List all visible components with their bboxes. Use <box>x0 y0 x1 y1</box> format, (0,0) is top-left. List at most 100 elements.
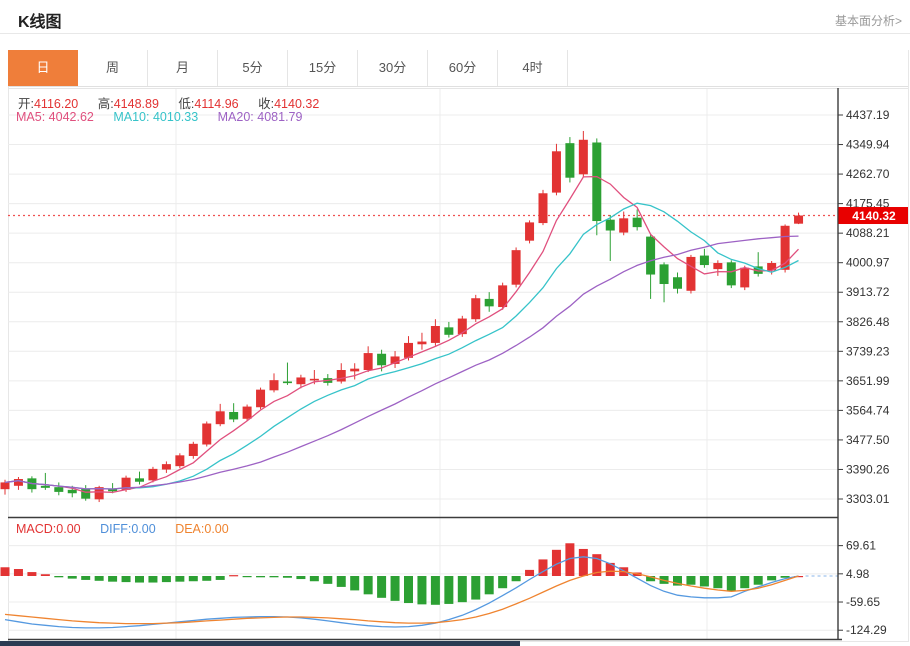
candle[interactable] <box>444 327 454 335</box>
horizontal-scrollbar[interactable] <box>0 641 520 646</box>
macd-bar[interactable] <box>81 576 91 580</box>
candle[interactable] <box>619 218 629 233</box>
candle[interactable] <box>40 485 50 488</box>
candle[interactable] <box>538 193 548 224</box>
candle[interactable] <box>713 263 723 270</box>
macd-bar[interactable] <box>135 576 144 583</box>
macd-bar[interactable] <box>390 576 400 601</box>
candle[interactable] <box>94 487 104 500</box>
macd-bar[interactable] <box>726 576 736 592</box>
candle[interactable] <box>551 151 561 193</box>
macd-bar[interactable] <box>511 576 521 582</box>
tab-60min[interactable]: 60分 <box>428 50 498 86</box>
macd-bar[interactable] <box>40 574 50 576</box>
candle[interactable] <box>740 267 750 288</box>
macd-bar[interactable] <box>699 576 709 587</box>
macd-bar[interactable] <box>498 576 508 589</box>
candle[interactable] <box>229 411 239 420</box>
candle[interactable] <box>578 139 588 175</box>
candle[interactable] <box>605 219 615 231</box>
candle[interactable] <box>430 325 440 343</box>
macd-bar[interactable] <box>753 576 763 585</box>
macd-bar[interactable] <box>309 576 319 582</box>
macd-bar[interactable] <box>605 562 615 576</box>
candle[interactable] <box>81 488 91 499</box>
macd-bar[interactable] <box>242 576 252 578</box>
macd-bar[interactable] <box>229 575 239 577</box>
macd-bar[interactable] <box>551 549 561 576</box>
macd-bar[interactable] <box>27 572 37 576</box>
candle[interactable] <box>646 236 656 275</box>
macd-bar[interactable] <box>444 576 454 604</box>
candle[interactable] <box>54 487 64 492</box>
candle[interactable] <box>390 356 400 364</box>
macd-bar[interactable] <box>457 576 467 603</box>
candle[interactable] <box>484 298 494 307</box>
candle[interactable] <box>336 370 346 382</box>
candle[interactable] <box>794 215 804 224</box>
fundamental-analysis-link[interactable]: 基本面分析> <box>834 14 902 28</box>
macd-bar[interactable] <box>202 576 212 581</box>
macd-bar[interactable] <box>377 576 387 598</box>
candle[interactable] <box>673 277 682 289</box>
macd-bar[interactable] <box>484 576 494 595</box>
candle[interactable] <box>471 298 481 320</box>
tab-30min[interactable]: 30分 <box>358 50 428 86</box>
macd-bar[interactable] <box>350 576 360 591</box>
tab-month[interactable]: 月 <box>148 50 218 86</box>
candle[interactable] <box>726 262 736 286</box>
macd-bar[interactable] <box>673 576 682 586</box>
candle[interactable] <box>0 482 10 490</box>
macd-bar[interactable] <box>256 576 266 578</box>
macd-bar[interactable] <box>54 576 64 578</box>
macd-bar[interactable] <box>161 576 171 583</box>
macd-bar[interactable] <box>215 576 225 580</box>
candle[interactable] <box>457 318 467 335</box>
macd-bar[interactable] <box>13 569 23 576</box>
tab-day[interactable]: 日 <box>8 50 78 86</box>
candle[interactable] <box>148 468 158 481</box>
macd-bar[interactable] <box>525 569 535 576</box>
candle[interactable] <box>135 478 144 482</box>
candle[interactable] <box>592 142 602 222</box>
macd-bar[interactable] <box>404 576 413 604</box>
macd-bar[interactable] <box>780 576 790 578</box>
candle[interactable] <box>404 342 413 358</box>
candle[interactable] <box>417 341 427 345</box>
macd-bar[interactable] <box>713 576 723 589</box>
candle[interactable] <box>377 353 387 366</box>
candle[interactable] <box>67 489 77 494</box>
macd-bar[interactable] <box>363 576 373 595</box>
tab-15min[interactable]: 15分 <box>288 50 358 86</box>
macd-bar[interactable] <box>175 576 185 582</box>
candle[interactable] <box>699 255 709 266</box>
macd-bar[interactable] <box>108 576 118 582</box>
macd-bar[interactable] <box>148 576 158 583</box>
candle[interactable] <box>215 411 225 425</box>
candle[interactable] <box>525 222 535 241</box>
candle[interactable] <box>632 217 642 228</box>
macd-bar[interactable] <box>323 576 333 584</box>
macd-bar[interactable] <box>336 576 346 587</box>
candle[interactable] <box>242 406 252 419</box>
tab-5min[interactable]: 5分 <box>218 50 288 86</box>
candle[interactable] <box>121 477 131 490</box>
macd-bar[interactable] <box>740 576 750 589</box>
candle[interactable] <box>296 377 306 385</box>
macd-bar[interactable] <box>417 576 427 605</box>
candle[interactable] <box>659 264 669 285</box>
macd-bar[interactable] <box>471 576 481 600</box>
macd-bar[interactable] <box>646 576 656 582</box>
candle[interactable] <box>256 389 266 408</box>
candle[interactable] <box>686 256 696 291</box>
candle[interactable] <box>753 266 763 274</box>
macd-bar[interactable] <box>94 576 104 581</box>
macd-bar[interactable] <box>0 567 10 576</box>
candle[interactable] <box>188 443 198 457</box>
macd-bar[interactable] <box>565 543 575 576</box>
candle[interactable] <box>202 423 212 445</box>
candle[interactable] <box>282 381 292 384</box>
macd-bar[interactable] <box>578 548 588 576</box>
candle[interactable] <box>13 479 23 486</box>
